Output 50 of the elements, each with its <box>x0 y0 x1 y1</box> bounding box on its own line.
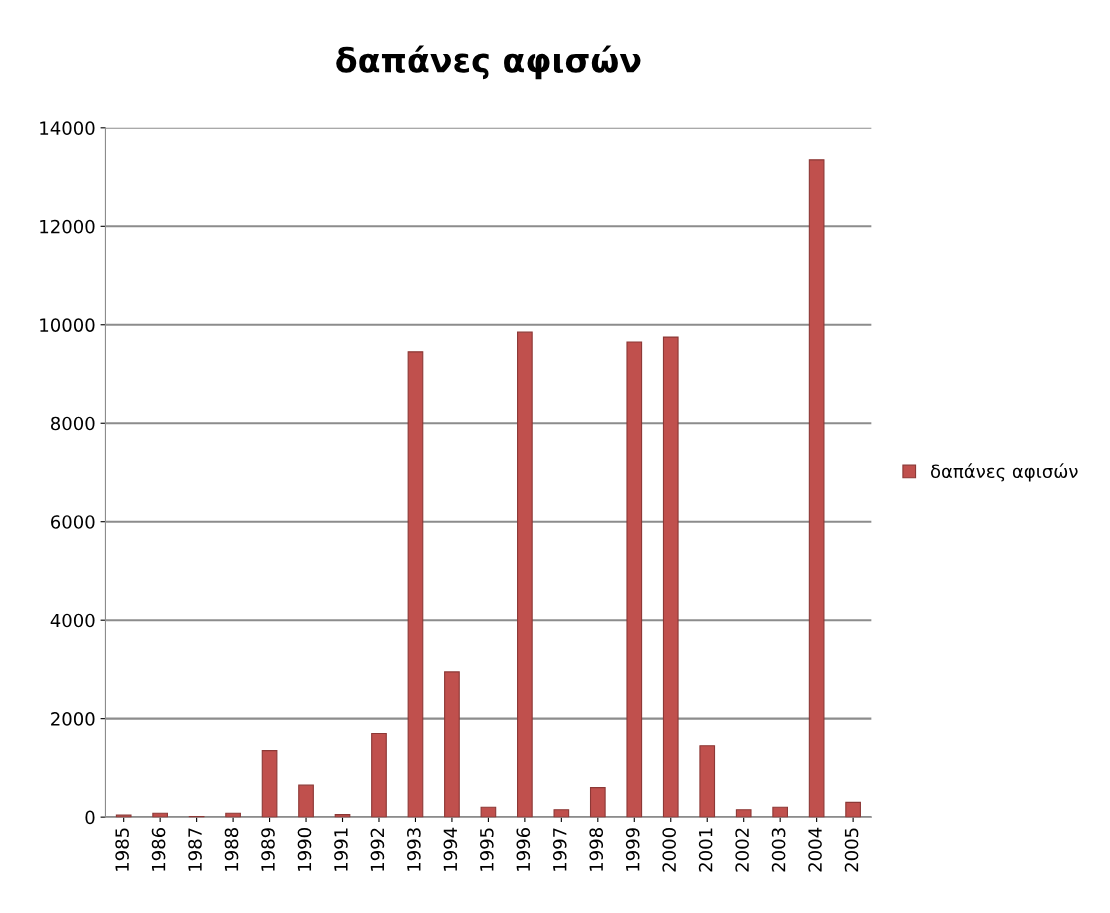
y-tick-label: 10000 <box>40 318 95 332</box>
bar <box>261 750 278 818</box>
y-tick-label: 0 <box>85 810 95 825</box>
bar <box>699 745 716 818</box>
x-tick-label: 1988 <box>224 828 239 871</box>
bar <box>407 351 424 818</box>
y-tick-label: 4000 <box>50 613 95 628</box>
legend-label: δαπάνες αφισών <box>931 463 1078 482</box>
x-tick-label: 1997 <box>552 828 567 871</box>
chart-title: δαπάνες αφισών <box>336 45 641 80</box>
x-tick-label: 1992 <box>370 828 385 871</box>
x-tick-label: 2003 <box>771 828 786 872</box>
y-tick-label: 12000 <box>40 219 95 234</box>
y-tick-label: 2000 <box>51 712 95 726</box>
x-tick-label: 2002 <box>735 828 749 872</box>
bar <box>225 812 241 818</box>
x-tick-label: 1993 <box>407 828 421 871</box>
x-tick-label: 2001 <box>698 828 713 872</box>
y-tick-label: 8000 <box>51 416 95 431</box>
bar <box>735 809 752 818</box>
bar <box>152 812 169 818</box>
x-tick-label: 2005 <box>844 828 859 872</box>
bar <box>371 732 387 818</box>
x-tick-label: 2004 <box>808 827 822 872</box>
bar <box>589 787 606 818</box>
x-tick-label: 1986 <box>151 828 166 871</box>
y-tick-label: 6000 <box>51 515 95 529</box>
x-tick-label: 1999 <box>625 828 640 871</box>
bar <box>772 806 789 818</box>
bar <box>480 806 497 818</box>
x-tick-label: 1996 <box>516 828 531 871</box>
bar <box>444 671 460 818</box>
x-tick-label: 1990 <box>297 828 312 871</box>
x-tick-label: 1989 <box>261 828 275 871</box>
x-tick-label: 1985 <box>115 828 129 871</box>
bar <box>298 784 314 818</box>
x-tick-label: 1987 <box>188 828 202 871</box>
x-tick-label: 1998 <box>589 828 604 871</box>
bar <box>517 331 533 818</box>
bar <box>334 814 351 818</box>
x-tick-label: 1995 <box>479 828 494 871</box>
bar <box>553 809 570 818</box>
y-tick-label: 14000 <box>40 121 95 135</box>
x-tick-label: 1991 <box>334 828 348 871</box>
bar <box>626 341 643 818</box>
bar <box>808 159 825 818</box>
bar <box>662 336 679 818</box>
x-tick-label: 1994 <box>443 827 458 871</box>
x-tick-label: 2000 <box>662 828 676 872</box>
bar <box>845 801 861 818</box>
